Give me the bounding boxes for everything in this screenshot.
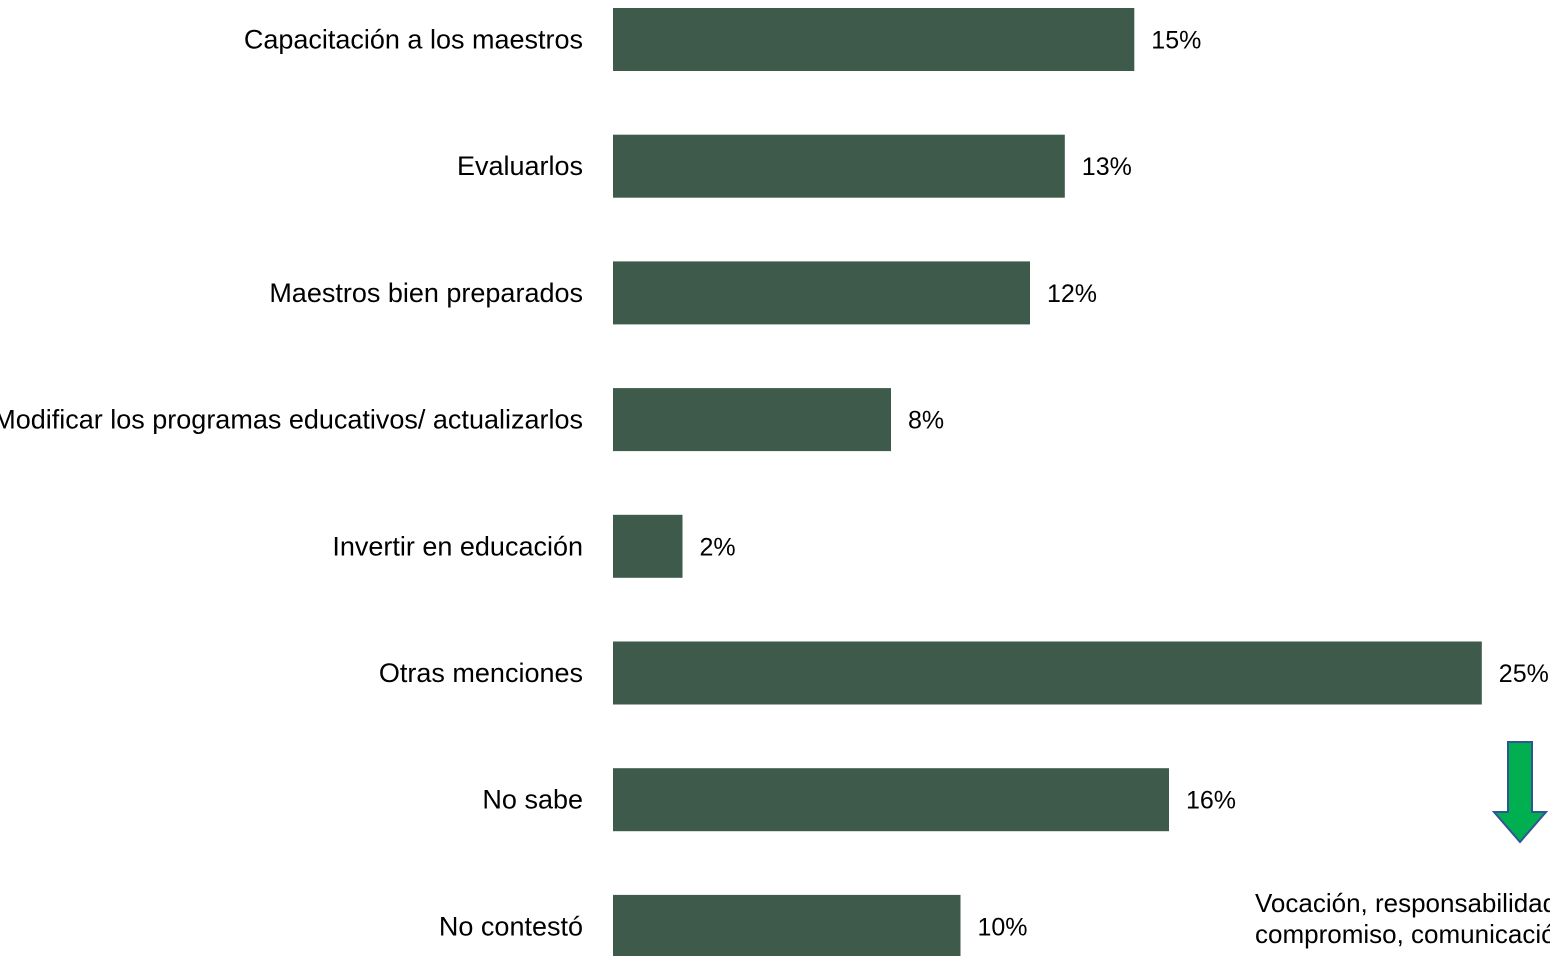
bar-evaluarlos — [613, 134, 1065, 198]
value-labels: 15% 13% 12% 8% 2% 25% 16% 10% — [700, 27, 1549, 942]
bar-no-sabe — [613, 768, 1169, 832]
bar-capacitacion-a-los-maestros — [613, 8, 1135, 71]
annotation-line-1: Vocación, responsabilidad, — [1255, 888, 1550, 918]
annotation-line-2: compromiso, comunicación — [1255, 919, 1550, 949]
category-labels: Capacitación a los maestros Evaluarlos Mae… — [0, 25, 583, 942]
annotation-note: Vocación, responsabilidad, compromiso, c… — [1255, 888, 1550, 950]
down-arrow-icon — [1491, 741, 1549, 844]
down-arrow-shape — [1491, 741, 1549, 844]
category-label-no-contesto: No contestó — [439, 911, 583, 941]
value-label-capacitacion-a-los-maestros: 15% — [1151, 27, 1201, 55]
bar-otras-menciones — [613, 641, 1482, 705]
value-label-no-sabe: 16% — [1186, 787, 1236, 815]
value-label-no-contesto: 10% — [978, 913, 1028, 941]
value-label-modificar-los-programas-educativos-actualizarlos: 8% — [908, 407, 944, 435]
category-label-maestros-bien-preparados: Maestros bien preparados — [269, 278, 583, 308]
bar-modificar-los-programas-educativos-actualizarlos — [613, 388, 891, 452]
bar-no-contesto — [613, 894, 961, 956]
category-label-modificar-los-programas-educativos-actualizarlos: Modificar los programas educativos/ actu… — [0, 405, 583, 435]
bar-series — [613, 8, 1482, 956]
value-label-evaluarlos: 13% — [1082, 153, 1132, 181]
bar-invertir-en-educacion — [613, 514, 683, 578]
bar-maestros-bien-preparados — [613, 261, 1030, 325]
category-label-capacitacion-a-los-maestros: Capacitación a los maestros — [244, 25, 583, 55]
category-label-otras-menciones: Otras menciones — [379, 658, 583, 688]
category-label-evaluarlos: Evaluarlos — [457, 151, 583, 181]
value-label-maestros-bien-preparados: 12% — [1047, 280, 1097, 308]
value-label-invertir-en-educacion: 2% — [700, 533, 736, 561]
category-label-no-sabe: No sabe — [482, 785, 583, 815]
category-label-invertir-en-educacion: Invertir en educación — [332, 531, 583, 561]
value-label-otras-menciones: 25% — [1499, 660, 1549, 688]
